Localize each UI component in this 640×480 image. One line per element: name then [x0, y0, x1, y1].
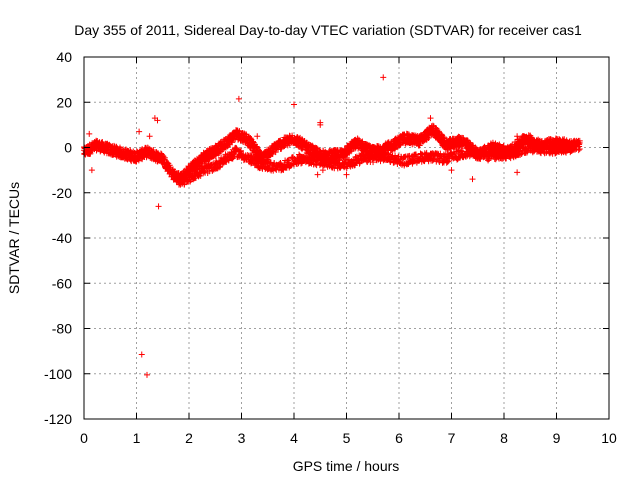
scatter-point	[355, 145, 362, 152]
scatter-point	[391, 146, 398, 153]
x-tick-label: 3	[238, 430, 246, 446]
outlier-point	[136, 128, 143, 135]
x-tick-label: 10	[601, 430, 617, 446]
x-tick-label: 8	[500, 430, 508, 446]
scatter-point	[518, 150, 525, 157]
outlier-point	[314, 171, 321, 178]
scatter-point	[523, 149, 530, 156]
scatter-point	[509, 146, 516, 153]
y-tick-label: 20	[56, 94, 72, 110]
outlier-point	[317, 121, 324, 128]
scatter-point	[396, 142, 403, 149]
outlier-point	[514, 169, 521, 176]
scatter-point	[323, 155, 330, 162]
scatter-point	[307, 159, 314, 166]
outlier-point	[235, 95, 242, 102]
scatter-point	[423, 149, 430, 156]
x-tick-label: 2	[185, 430, 193, 446]
outlier-point	[86, 130, 93, 137]
scatter-point	[370, 159, 377, 166]
y-tick-label: -120	[44, 411, 72, 427]
x-tick-label: 1	[133, 430, 141, 446]
y-tick-label: -20	[52, 185, 72, 201]
axis-ticks	[83, 56, 610, 420]
outlier-point	[380, 74, 387, 81]
scatter-point	[476, 154, 483, 161]
scatter-point	[444, 158, 451, 165]
scatter-point	[160, 153, 167, 160]
y-tick-label: 0	[64, 140, 72, 156]
outlier-point	[88, 167, 95, 174]
scatter-point	[568, 141, 575, 148]
outlier-point	[427, 115, 434, 122]
scatter-point	[247, 137, 254, 144]
scatter-point	[477, 155, 484, 162]
data-points	[81, 74, 583, 378]
x-axis-label: GPS time / hours	[293, 458, 400, 474]
outlier-point	[254, 133, 261, 140]
outlier-point	[319, 167, 326, 174]
scatter-point	[161, 154, 168, 161]
outlier-point	[128, 158, 135, 165]
outlier-point	[291, 101, 297, 108]
x-tick-label: 0	[80, 430, 88, 446]
x-tick-label: 5	[343, 430, 351, 446]
scatter-point	[551, 142, 558, 149]
outlier-point	[469, 176, 476, 183]
x-tick-label: 6	[395, 430, 403, 446]
outlier-point	[144, 371, 150, 378]
outlier-point	[146, 133, 153, 140]
outlier-point	[448, 167, 455, 174]
outlier-point	[514, 133, 521, 140]
scatter-point	[448, 149, 455, 156]
scatter-point	[528, 134, 535, 141]
scatter-point	[576, 145, 583, 152]
y-axis-label: SDTVAR / TECUs	[6, 182, 22, 294]
outlier-point	[155, 203, 162, 210]
y-tick-label: -60	[52, 275, 72, 291]
grid	[84, 57, 609, 419]
scatter-point	[416, 142, 423, 149]
scatter-point	[150, 146, 157, 153]
outlier-point	[343, 171, 350, 178]
scatter-point	[181, 180, 188, 187]
scatter-point	[576, 137, 583, 144]
x-tick-label: 4	[290, 430, 298, 446]
scatter-point	[568, 147, 575, 154]
y-tick-label: -80	[52, 321, 72, 337]
scatter-point	[229, 155, 236, 162]
y-tick-label: -100	[44, 366, 72, 382]
scatter-point	[184, 170, 191, 177]
scatter-point	[445, 158, 452, 165]
scatter-point	[384, 150, 391, 157]
x-tick-label: 7	[448, 430, 456, 446]
chart-title: Day 355 of 2011, Sidereal Day-to-day VTE…	[74, 22, 582, 38]
outlier-point	[138, 351, 145, 358]
x-tick-label: 9	[553, 430, 561, 446]
tick-labels: 0 1 2 3 4 5 6 7 8 9 10 -120 -100 -80 -60 -40 -20 0 20 40	[44, 49, 617, 446]
y-tick-label: -40	[52, 230, 72, 246]
outlier-point	[154, 117, 161, 124]
y-tick-label: 40	[56, 49, 72, 65]
